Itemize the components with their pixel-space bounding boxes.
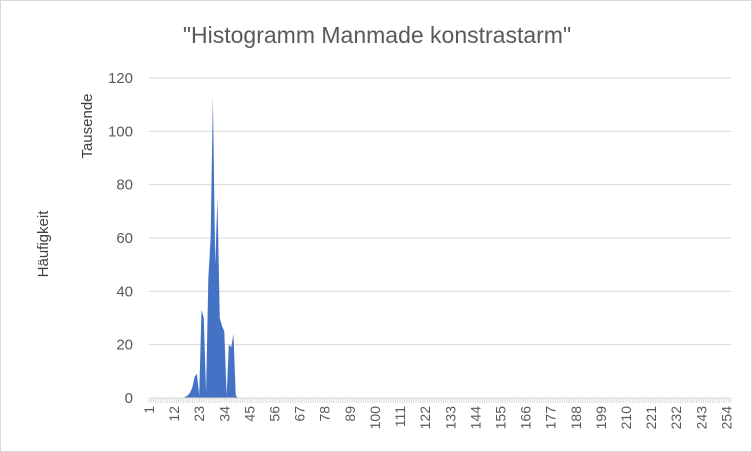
x-tick-label: 45 — [241, 406, 257, 422]
x-tick-label: 122 — [417, 406, 433, 430]
y-tick-label: 80 — [116, 177, 133, 194]
x-tick-label: 188 — [568, 406, 584, 430]
x-tick-label: 199 — [593, 406, 609, 430]
x-tick-label: 12 — [166, 406, 182, 422]
x-tick-label: 100 — [367, 406, 383, 430]
x-tick-label: 243 — [693, 406, 709, 430]
x-tick-label: 89 — [342, 406, 358, 422]
y-tick-label: 120 — [108, 70, 133, 87]
x-tick-label: 155 — [492, 406, 508, 430]
x-tick-label: 34 — [216, 406, 232, 422]
y-tick-label: 100 — [108, 123, 133, 140]
x-tick-label: 166 — [518, 406, 534, 430]
x-tick-label: 232 — [668, 406, 684, 430]
x-tick-label: 133 — [442, 406, 458, 430]
x-tick-label: 67 — [292, 406, 308, 422]
x-tick-label: 254 — [718, 406, 734, 430]
chart-title: "Histogramm Manmade konstrastarm" — [183, 22, 571, 48]
x-tick-label: 78 — [317, 406, 333, 422]
x-tick-label: 210 — [618, 406, 634, 430]
y-tick-label: 40 — [116, 283, 133, 300]
y-axis-label: Häufigkeit — [35, 210, 52, 278]
histogram-area-series — [183, 96, 239, 399]
x-tick-label: 177 — [543, 406, 559, 430]
y-unit-label: Tausende — [79, 93, 96, 158]
x-tick-label: 221 — [643, 406, 659, 430]
y-tick-label: 20 — [116, 337, 133, 354]
x-tick-label: 144 — [467, 406, 483, 430]
x-tick-label: 23 — [191, 406, 207, 422]
x-tick-label: 111 — [392, 406, 408, 427]
x-tick-label: 56 — [267, 406, 283, 422]
x-tick-label: 1 — [141, 406, 157, 414]
y-tick-label: 60 — [116, 230, 133, 247]
y-tick-label: 0 — [125, 390, 133, 407]
